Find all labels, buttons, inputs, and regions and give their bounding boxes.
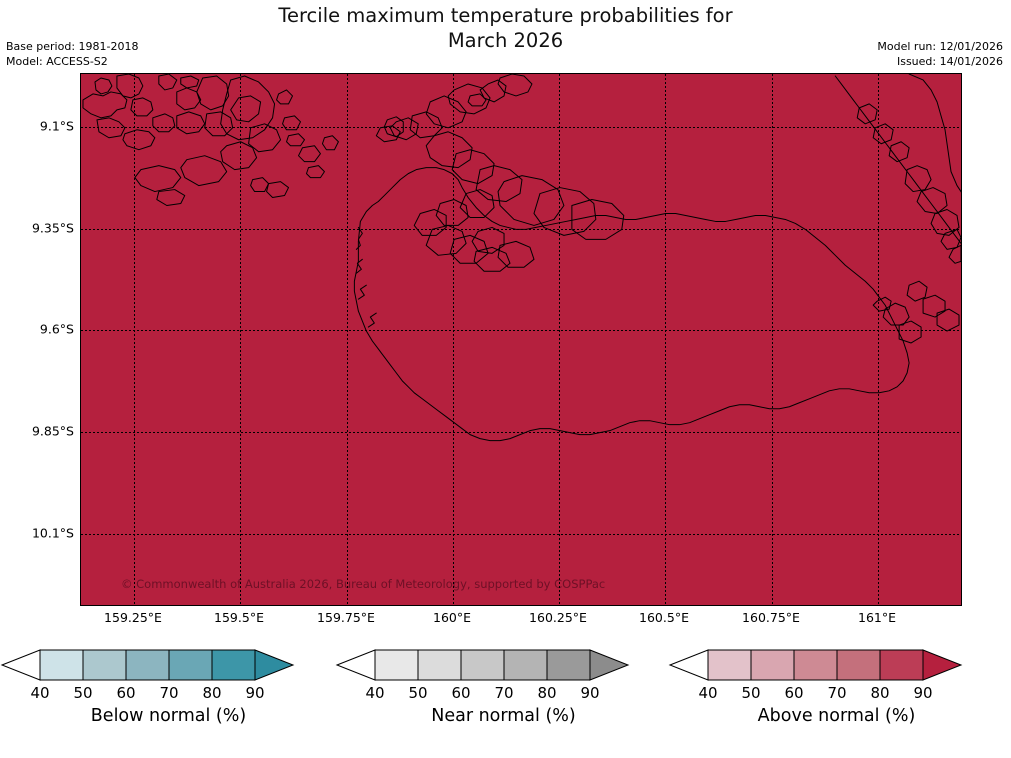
title-line-1: Tercile maximum temperature probabilitie…: [278, 4, 733, 27]
colorbar-tick-label: 70: [159, 684, 179, 702]
latitude-axis: 9.1°S 9.35°S 9.6°S 9.85°S 10.1°S: [0, 73, 74, 606]
y-tick-label: 9.1°S: [39, 118, 74, 134]
colorbar-group-2: 40 50 60 70 80 90 Above normal (%): [668, 640, 1005, 758]
colorbar-0[interactable]: [0, 648, 337, 682]
base-period-label: Base period: 1981-2018: [6, 40, 139, 53]
x-tick-label: 159.5°E: [214, 610, 264, 625]
colorbar-tick-label: 40: [30, 684, 50, 702]
colorbar-tick-label: 70: [494, 684, 514, 702]
page-title: Tercile maximum temperature probabilitie…: [0, 0, 1011, 53]
colorbar-tick-label: 80: [870, 684, 890, 702]
colorbar-tick-label: 90: [580, 684, 600, 702]
colorbar-tick-label: 50: [73, 684, 93, 702]
y-tick-label: 9.35°S: [31, 220, 74, 236]
colorbar-tick-label: 80: [202, 684, 222, 702]
colorbar-tick-label: 40: [365, 684, 385, 702]
colorbar-title: Above normal (%): [757, 706, 916, 726]
metadata-right: Model run: 12/01/2026 Issued: 14/01/2026: [877, 40, 1003, 69]
colorbar-tick-label: 90: [245, 684, 265, 702]
colorbar-title: Below normal (%): [90, 706, 247, 726]
colorbar-group-0: 40 50 60 70 80 90 Below normal (%): [0, 640, 337, 758]
y-tick-label: 9.85°S: [31, 423, 74, 439]
colorbar-1[interactable]: [335, 648, 672, 682]
issued-label: Issued: 14/01/2026: [896, 54, 1003, 68]
model-label: Model: ACCESS-S2: [6, 54, 108, 68]
colorbar-ticks-1: 40 50 60 70 80 90: [335, 684, 672, 704]
coastline-layer: [82, 74, 961, 442]
y-tick-label: 9.6°S: [39, 321, 74, 337]
colorbar-tick-label: 60: [451, 684, 471, 702]
longitude-axis: 159.25°E 159.5°E 159.75°E 160°E 160.25°E 160.…: [80, 610, 962, 632]
colorbar-tick-label: 40: [698, 684, 718, 702]
colorbar-tick-label: 80: [537, 684, 557, 702]
x-tick-label: 160°E: [432, 610, 472, 625]
metadata-left: Base period: 1981-2018 Model: ACCESS-S2: [6, 40, 138, 69]
model-run-label: Model run: 12/01/2026: [877, 40, 1003, 53]
title-line-2: March 2026: [447, 29, 564, 52]
x-tick-label: 160.75°E: [742, 610, 800, 625]
colorbar-tick-label: 60: [116, 684, 136, 702]
colorbar-ticks-0: 40 50 60 70 80 90: [0, 684, 337, 704]
colorbar-title: Near normal (%): [431, 706, 576, 726]
colorbar-2[interactable]: [668, 648, 1005, 682]
colorbar-group-1: 40 50 60 70 80 90 Near normal (%): [335, 640, 672, 758]
x-tick-label: 159.25°E: [104, 610, 162, 625]
map-plot-area[interactable]: © Commonwealth of Australia 2026, Bureau…: [80, 73, 962, 606]
x-tick-label: 160.25°E: [529, 610, 587, 625]
y-tick-label: 10.1°S: [31, 525, 74, 541]
colorbar-tick-label: 60: [784, 684, 804, 702]
colorbar-tick-label: 50: [741, 684, 761, 702]
colorbar-ticks-2: 40 50 60 70 80 90: [668, 684, 1005, 704]
x-tick-label: 160.5°E: [639, 610, 689, 625]
x-tick-label: 161°E: [857, 610, 897, 625]
colorbar-legend-row: 40 50 60 70 80 90 Below normal (%) 40 50 60 70 80 90…: [0, 640, 1011, 758]
colorbar-tick-label: 90: [913, 684, 933, 702]
probability-shading-layer: [81, 74, 961, 605]
x-tick-label: 159.75°E: [317, 610, 375, 625]
colorbar-tick-label: 50: [408, 684, 428, 702]
colorbar-tick-label: 70: [827, 684, 847, 702]
